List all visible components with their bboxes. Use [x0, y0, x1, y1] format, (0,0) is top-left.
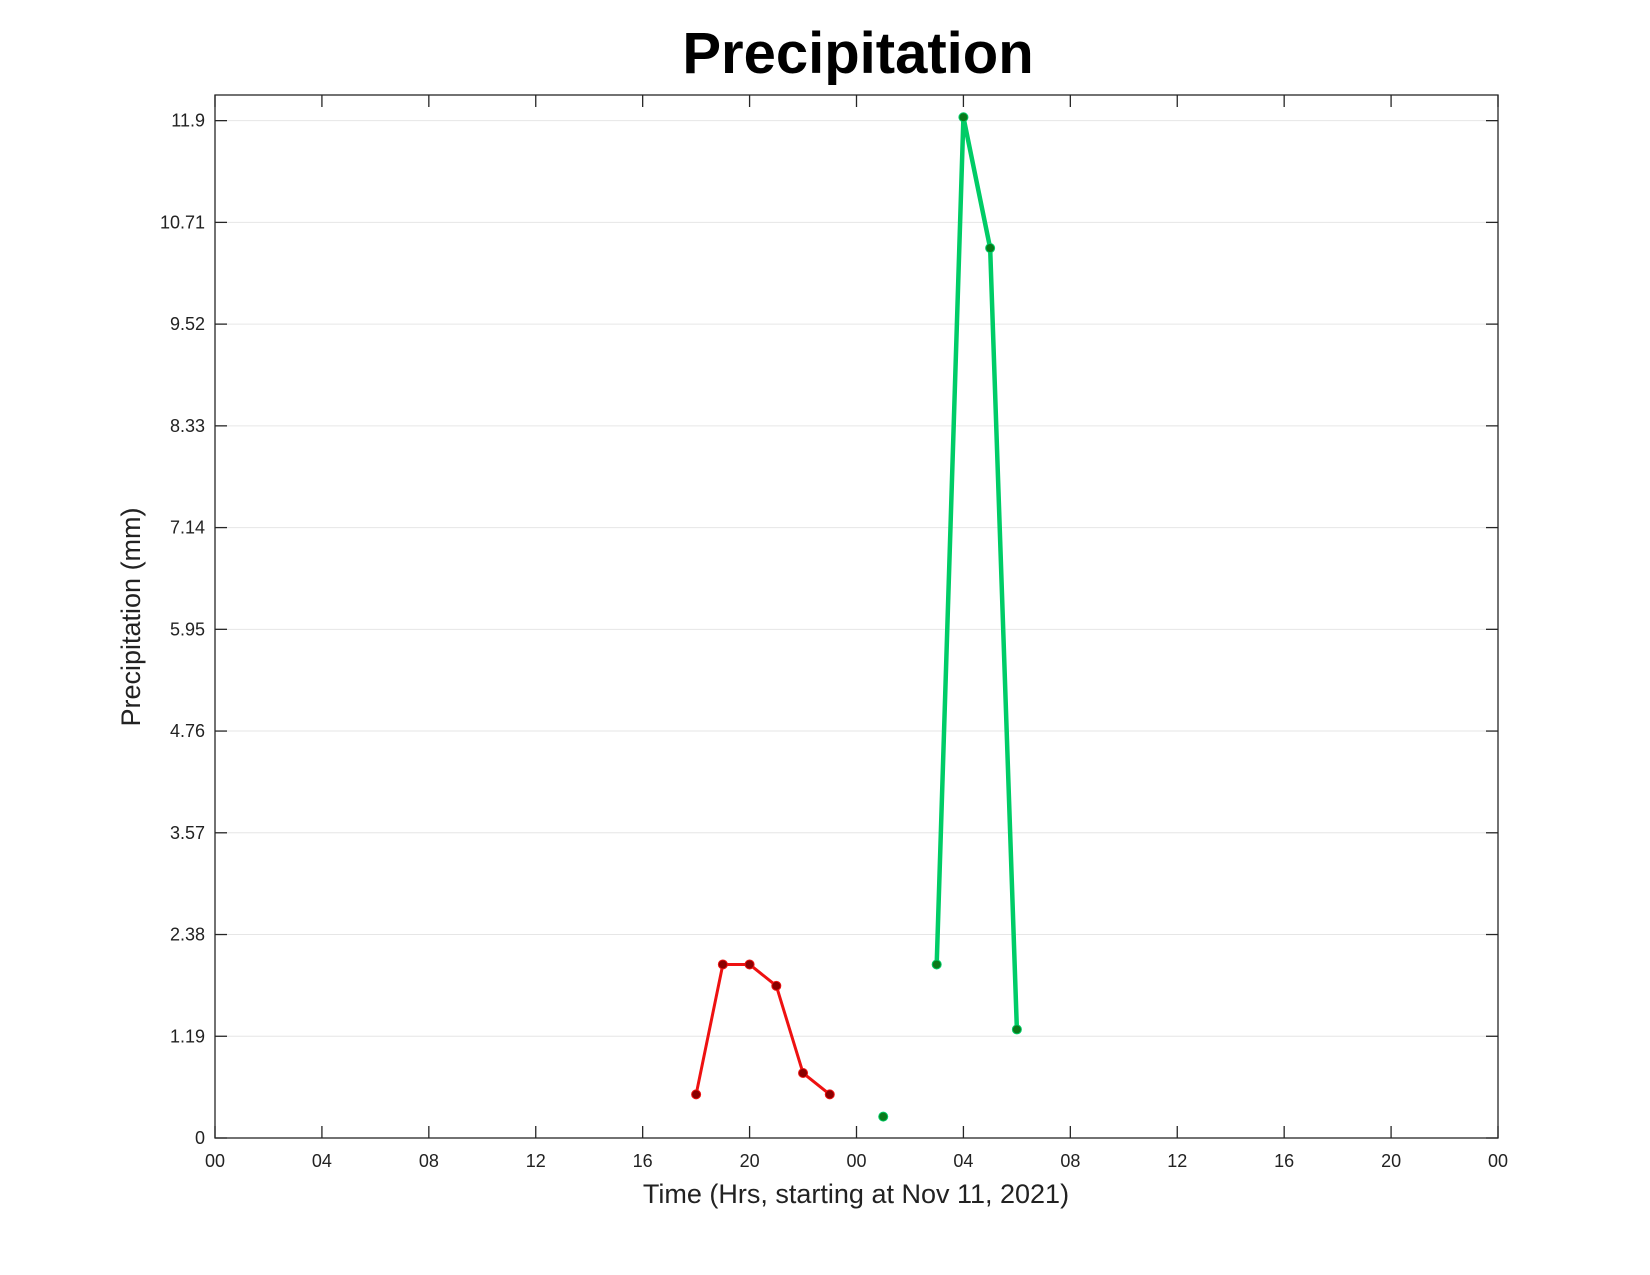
y-tick-label: 5.95 — [170, 619, 205, 639]
y-tick-label: 9.52 — [170, 314, 205, 334]
y-tick-label: 3.57 — [170, 823, 205, 843]
x-tick-label: 08 — [419, 1151, 439, 1171]
x-tick-label: 04 — [312, 1151, 332, 1171]
y-tick-label: 4.76 — [170, 721, 205, 741]
gridlines — [215, 120, 1498, 1037]
series-line — [934, 114, 1020, 1032]
y-axis-label: Precipitation (mm) — [116, 507, 146, 726]
x-tick-label: 16 — [633, 1151, 653, 1171]
x-tick-label: 00 — [846, 1151, 866, 1171]
data-point — [824, 1089, 835, 1100]
data-point — [958, 112, 969, 123]
series-3 — [931, 112, 1022, 1035]
x-tick-label: 08 — [1060, 1151, 1080, 1171]
x-tick-label: 20 — [1381, 1151, 1401, 1171]
ticks: 0 1.19 2.38 3.57 4.76 5.95 7.14 8.33 9.52 10.71 11… — [160, 95, 1508, 1171]
y-tick-label: 10.71 — [160, 212, 205, 232]
series-group — [691, 112, 1022, 1122]
y-tick-label: 7.14 — [170, 518, 205, 538]
data-point — [878, 1111, 889, 1122]
y-tick-label: 11.9 — [171, 111, 205, 131]
data-point — [771, 980, 782, 991]
data-point — [798, 1068, 809, 1079]
data-point — [985, 243, 996, 254]
x-tick-label: 16 — [1274, 1151, 1294, 1171]
x-tick-label: 00 — [1488, 1151, 1508, 1171]
data-point — [931, 959, 942, 970]
series-1 — [691, 959, 835, 1100]
series-2 — [878, 1111, 889, 1122]
x-tick-label: 04 — [953, 1151, 973, 1171]
x-axis-label: Time (Hrs, starting at Nov 11, 2021) — [643, 1179, 1069, 1209]
data-point — [744, 959, 755, 970]
data-point — [1011, 1024, 1022, 1035]
y-tick-label: 2.38 — [170, 925, 205, 945]
data-point — [691, 1089, 702, 1100]
y-tick-label: 1.19 — [170, 1026, 205, 1046]
x-tick-label: 12 — [1167, 1151, 1187, 1171]
y-tick-label: 8.33 — [170, 416, 205, 436]
x-tick-label: 12 — [526, 1151, 546, 1171]
data-point — [717, 959, 728, 970]
series-line — [694, 962, 832, 1096]
x-tick-label: 20 — [740, 1151, 760, 1171]
x-tick-label: 00 — [205, 1151, 225, 1171]
plot-area-frame — [214, 94, 1499, 1139]
chart-title: Precipitation — [682, 21, 1033, 86]
y-tick-label: 0 — [195, 1128, 205, 1148]
